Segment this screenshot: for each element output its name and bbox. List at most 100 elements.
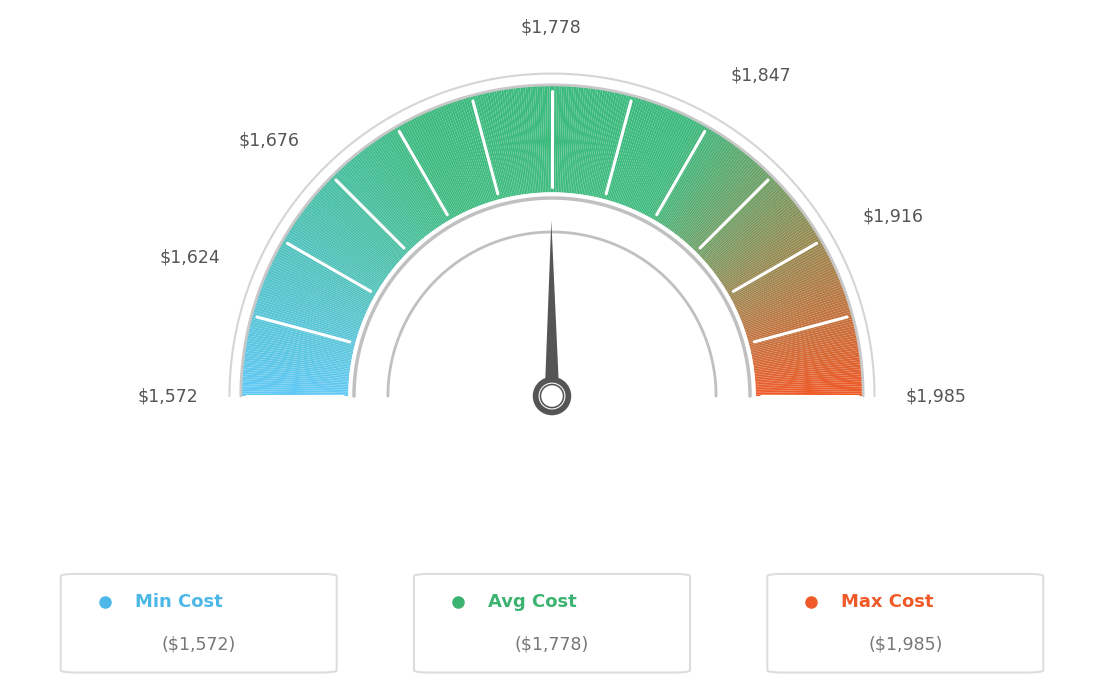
- Wedge shape: [344, 163, 417, 244]
- Wedge shape: [608, 97, 641, 201]
- Text: $1,778: $1,778: [520, 19, 581, 37]
- Wedge shape: [305, 206, 391, 273]
- Wedge shape: [350, 158, 421, 242]
- Wedge shape: [479, 93, 506, 198]
- Wedge shape: [650, 124, 704, 218]
- Wedge shape: [673, 146, 739, 233]
- Wedge shape: [661, 133, 721, 225]
- Wedge shape: [254, 304, 358, 337]
- Wedge shape: [618, 101, 655, 204]
- Wedge shape: [487, 91, 511, 197]
- Wedge shape: [694, 175, 772, 252]
- Wedge shape: [247, 328, 353, 353]
- Wedge shape: [465, 97, 497, 201]
- Wedge shape: [273, 257, 370, 306]
- Wedge shape: [715, 211, 804, 276]
- Wedge shape: [319, 188, 401, 262]
- Wedge shape: [373, 140, 436, 229]
- Wedge shape: [447, 102, 485, 204]
- Wedge shape: [550, 85, 552, 193]
- Wedge shape: [333, 172, 411, 251]
- Wedge shape: [245, 345, 351, 364]
- Wedge shape: [294, 221, 383, 283]
- Wedge shape: [563, 86, 572, 193]
- Wedge shape: [662, 135, 723, 226]
- Wedge shape: [295, 219, 384, 282]
- Wedge shape: [750, 324, 856, 350]
- Wedge shape: [361, 148, 428, 235]
- Wedge shape: [725, 231, 817, 290]
- Wedge shape: [245, 340, 352, 361]
- Wedge shape: [444, 104, 484, 205]
- Wedge shape: [339, 168, 414, 248]
- Wedge shape: [326, 181, 405, 257]
- Wedge shape: [522, 86, 534, 193]
- Wedge shape: [348, 159, 420, 242]
- Wedge shape: [535, 86, 542, 193]
- Wedge shape: [635, 112, 680, 210]
- Wedge shape: [603, 95, 631, 199]
- Wedge shape: [542, 85, 548, 193]
- Wedge shape: [658, 130, 716, 224]
- Wedge shape: [243, 355, 350, 371]
- Wedge shape: [310, 198, 395, 268]
- Wedge shape: [463, 97, 496, 201]
- Wedge shape: [359, 150, 427, 236]
- Wedge shape: [733, 253, 829, 304]
- Wedge shape: [741, 279, 841, 321]
- Wedge shape: [667, 139, 729, 228]
- Wedge shape: [327, 179, 406, 255]
- Wedge shape: [731, 248, 827, 301]
- Wedge shape: [381, 135, 442, 226]
- Wedge shape: [744, 293, 847, 330]
- Wedge shape: [347, 161, 418, 244]
- Wedge shape: [691, 169, 767, 248]
- Wedge shape: [630, 108, 673, 208]
- Wedge shape: [752, 340, 859, 361]
- Wedge shape: [475, 94, 503, 199]
- Wedge shape: [286, 233, 379, 291]
- Wedge shape: [481, 92, 508, 197]
- Wedge shape: [288, 229, 380, 288]
- Wedge shape: [702, 186, 784, 260]
- Wedge shape: [439, 105, 480, 206]
- Wedge shape: [705, 192, 788, 264]
- Wedge shape: [363, 147, 429, 234]
- Wedge shape: [332, 175, 410, 252]
- Wedge shape: [731, 246, 826, 299]
- Wedge shape: [735, 262, 834, 309]
- Wedge shape: [454, 100, 489, 203]
- Wedge shape: [501, 89, 520, 195]
- Wedge shape: [354, 198, 750, 396]
- Wedge shape: [540, 85, 545, 193]
- Wedge shape: [743, 286, 843, 326]
- Wedge shape: [716, 213, 805, 277]
- Text: ($1,778): ($1,778): [514, 635, 590, 653]
- Wedge shape: [322, 185, 403, 259]
- Wedge shape: [730, 244, 825, 298]
- Wedge shape: [746, 302, 849, 336]
- Wedge shape: [247, 331, 353, 355]
- Wedge shape: [489, 91, 512, 197]
- Wedge shape: [747, 309, 851, 341]
- Wedge shape: [452, 101, 488, 204]
- Wedge shape: [753, 347, 860, 366]
- Wedge shape: [242, 367, 349, 379]
- Wedge shape: [296, 217, 385, 280]
- Wedge shape: [601, 94, 629, 199]
- Wedge shape: [253, 307, 357, 339]
- Wedge shape: [676, 148, 743, 235]
- Wedge shape: [754, 355, 861, 371]
- Wedge shape: [689, 166, 763, 246]
- Wedge shape: [651, 125, 707, 219]
- Wedge shape: [754, 362, 861, 375]
- Wedge shape: [256, 297, 359, 333]
- Wedge shape: [526, 86, 537, 193]
- Wedge shape: [701, 185, 782, 259]
- Wedge shape: [259, 288, 361, 327]
- Wedge shape: [703, 188, 785, 262]
- Wedge shape: [746, 304, 850, 337]
- Wedge shape: [460, 98, 493, 201]
- Wedge shape: [308, 201, 393, 270]
- Wedge shape: [739, 270, 838, 315]
